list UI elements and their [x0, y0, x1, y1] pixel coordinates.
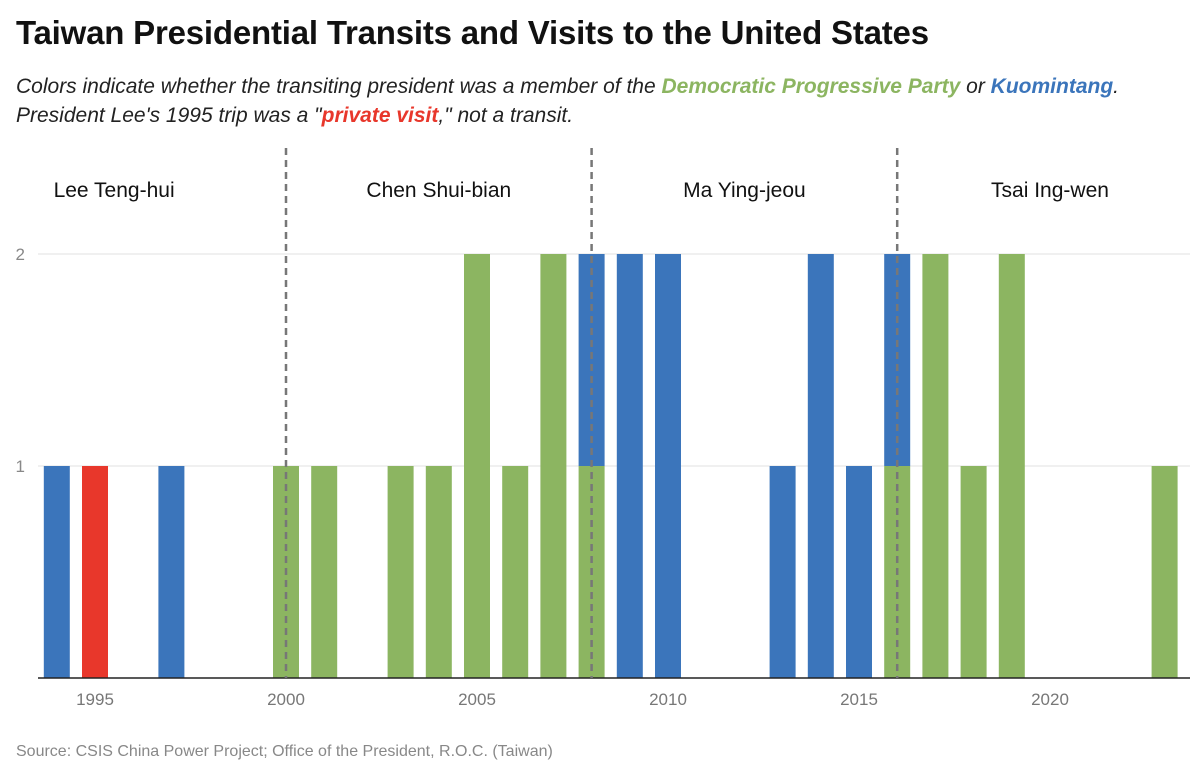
bar-2018-dpp [960, 466, 987, 678]
y-tick-label: 1 [16, 457, 25, 476]
subtitle-kmt-label: Kuomintang [990, 75, 1114, 98]
bar-2019-dpp [998, 254, 1025, 678]
x-tick-label: 2000 [267, 690, 305, 709]
bar-2007-dpp [540, 254, 567, 678]
bar-2010-kmt [655, 254, 681, 678]
subtitle-text-4: ," not a transit. [438, 104, 574, 127]
subtitle-text-3: . President Lee's 1995 trip was a " [16, 75, 1119, 127]
x-tick-label: 2015 [840, 690, 878, 709]
bar-1994-kmt [43, 466, 70, 678]
subtitle-text-1: Colors indicate whether the transiting p… [16, 75, 662, 98]
source-note: Source: CSIS China Power Project; Office… [16, 743, 553, 760]
bar-2015-kmt [846, 466, 872, 678]
president-label: Lee Teng-hui [54, 179, 175, 202]
x-tick-label: 2010 [649, 690, 687, 709]
x-tick-label: 2020 [1031, 690, 1069, 709]
bar-2006-dpp [502, 466, 529, 678]
bar-1997-kmt [158, 466, 185, 678]
bar-2017-dpp [922, 254, 949, 678]
chart-title: Taiwan Presidential Transits and Visits … [16, 14, 929, 51]
bar-2003-dpp [387, 466, 414, 678]
president-label: Ma Ying-jeou [683, 179, 806, 202]
x-tick-label: 1995 [76, 690, 114, 709]
chart-subtitle: Colors indicate whether the transiting p… [16, 72, 1166, 130]
bar-2023-dpp [1151, 466, 1178, 678]
subtitle-dpp-label: Democratic Progressive Party [661, 75, 961, 98]
bar-2013-kmt [769, 466, 796, 678]
bar-2004-dpp [425, 466, 452, 678]
bar-1995-private [82, 466, 108, 678]
subtitle-text-2: or [960, 75, 991, 98]
bar-2005-dpp [464, 254, 490, 678]
bar-2009-kmt [616, 254, 643, 678]
bar-2001-dpp [311, 466, 338, 678]
bar-2014-kmt [807, 254, 834, 678]
president-label: Chen Shui-bian [366, 179, 511, 202]
subtitle-private-visit-label: private visit [321, 104, 439, 127]
x-tick-label: 2005 [458, 690, 496, 709]
president-label: Tsai Ing-wen [991, 179, 1109, 202]
y-tick-label: 2 [16, 245, 25, 264]
